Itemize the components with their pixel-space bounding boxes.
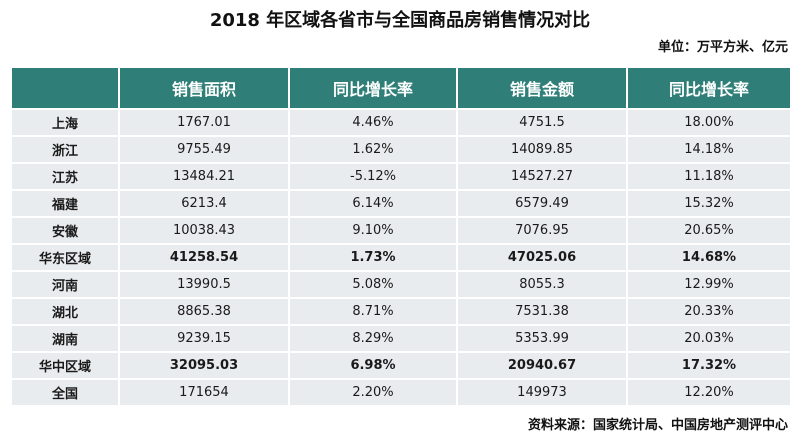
sales-amount-cell: 14089.85 [456, 135, 628, 164]
region-cell: 上海 [10, 108, 120, 137]
area-yoy-cell: 5.08% [288, 270, 458, 299]
sales-amount-cell: 4751.5 [456, 108, 628, 137]
sales-amount-cell: 47025.06 [456, 243, 628, 272]
area-yoy-cell: 9.10% [288, 216, 458, 245]
area-yoy-cell: 8.71% [288, 297, 458, 326]
sales-area-cell: 9239.15 [118, 324, 290, 353]
region-cell: 福建 [10, 189, 120, 218]
region-cell: 华中区域 [10, 351, 120, 380]
sales-area-cell: 1767.01 [118, 108, 290, 137]
amount-yoy-cell: 12.99% [626, 270, 792, 299]
amount-yoy-cell: 17.32% [626, 351, 792, 380]
amount-yoy-cell: 15.32% [626, 189, 792, 218]
amount-yoy-cell: 20.33% [626, 297, 792, 326]
sales-amount-cell: 5353.99 [456, 324, 628, 353]
table-row: 华东区域 41258.54 1.73% 47025.06 14.68% [10, 243, 792, 272]
sales-amount-cell: 20940.67 [456, 351, 628, 380]
amount-yoy-cell: 20.65% [626, 216, 792, 245]
table-row: 湖北 8865.38 8.71% 7531.38 20.33% [10, 297, 792, 326]
sales-area-cell: 13990.5 [118, 270, 290, 299]
header-corner [10, 66, 120, 110]
header-amount-yoy: 同比增长率 [626, 66, 792, 110]
header-sales-area: 销售面积 [118, 66, 290, 110]
header-sales-amount: 销售金额 [456, 66, 628, 110]
sales-amount-cell: 149973 [456, 378, 628, 407]
area-yoy-cell: 6.14% [288, 189, 458, 218]
region-cell: 华东区域 [10, 243, 120, 272]
unit-note: 单位：万平方米、亿元 [657, 40, 788, 55]
source-note: 资料来源：国家统计局、中国房地产测评中心 [527, 418, 788, 433]
region-cell: 江苏 [10, 162, 120, 191]
sales-amount-cell: 6579.49 [456, 189, 628, 218]
table-row: 全国 171654 2.20% 149973 12.20% [10, 378, 792, 407]
sales-area-cell: 32095.03 [118, 351, 290, 380]
table-row: 华中区域 32095.03 6.98% 20940.67 17.32% [10, 351, 792, 380]
amount-yoy-cell: 18.00% [626, 108, 792, 137]
area-yoy-cell: -5.12% [288, 162, 458, 191]
sales-area-cell: 6213.4 [118, 189, 290, 218]
sales-area-cell: 171654 [118, 378, 290, 407]
area-yoy-cell: 1.62% [288, 135, 458, 164]
sales-amount-cell: 14527.27 [456, 162, 628, 191]
sales-area-cell: 8865.38 [118, 297, 290, 326]
amount-yoy-cell: 12.20% [626, 378, 792, 407]
amount-yoy-cell: 14.68% [626, 243, 792, 272]
region-cell: 湖北 [10, 297, 120, 326]
area-yoy-cell: 8.29% [288, 324, 458, 353]
table-row: 湖南 9239.15 8.29% 5353.99 20.03% [10, 324, 792, 353]
area-yoy-cell: 1.73% [288, 243, 458, 272]
region-cell: 安徽 [10, 216, 120, 245]
sales-table: 销售面积 同比增长率 销售金额 同比增长率 上海 1767.01 4.46% 4751… [10, 66, 792, 407]
sales-amount-cell: 7531.38 [456, 297, 628, 326]
sales-amount-cell: 8055.3 [456, 270, 628, 299]
region-cell: 河南 [10, 270, 120, 299]
amount-yoy-cell: 20.03% [626, 324, 792, 353]
header-area-yoy: 同比增长率 [288, 66, 458, 110]
region-cell: 湖南 [10, 324, 120, 353]
header-row: 销售面积 同比增长率 销售金额 同比增长率 [10, 66, 792, 110]
table-row: 安徽 10038.43 9.10% 7076.95 20.65% [10, 216, 792, 245]
region-cell: 全国 [10, 378, 120, 407]
area-yoy-cell: 6.98% [288, 351, 458, 380]
table-row: 福建 6213.4 6.14% 6579.49 15.32% [10, 189, 792, 218]
amount-yoy-cell: 14.18% [626, 135, 792, 164]
sales-area-cell: 13484.21 [118, 162, 290, 191]
sales-area-cell: 10038.43 [118, 216, 290, 245]
table-row: 上海 1767.01 4.46% 4751.5 18.00% [10, 108, 792, 137]
sales-area-cell: 41258.54 [118, 243, 290, 272]
amount-yoy-cell: 11.18% [626, 162, 792, 191]
region-cell: 浙江 [10, 135, 120, 164]
area-yoy-cell: 2.20% [288, 378, 458, 407]
table-row: 浙江 9755.49 1.62% 14089.85 14.18% [10, 135, 792, 164]
table-row: 江苏 13484.21 -5.12% 14527.27 11.18% [10, 162, 792, 191]
area-yoy-cell: 4.46% [288, 108, 458, 137]
sales-amount-cell: 7076.95 [456, 216, 628, 245]
table-row: 河南 13990.5 5.08% 8055.3 12.99% [10, 270, 792, 299]
page-title: 2018 年区域各省市与全国商品房销售情况对比 [209, 10, 591, 31]
sales-area-cell: 9755.49 [118, 135, 290, 164]
